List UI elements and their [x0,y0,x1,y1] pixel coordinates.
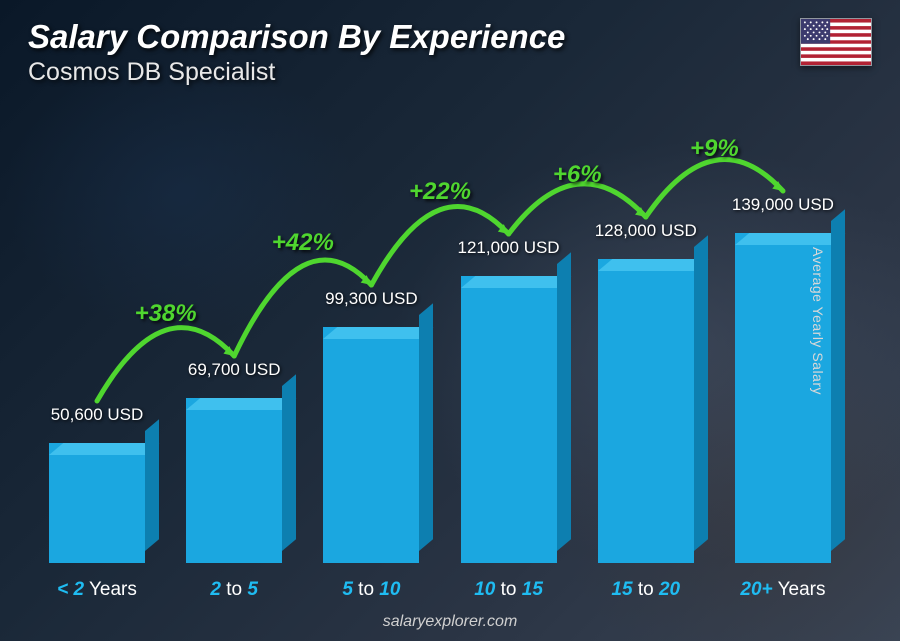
bar-value-label: 99,300 USD [325,289,418,309]
bar [186,398,282,563]
bar [598,259,694,563]
chart-subtitle: Cosmos DB Specialist [28,58,565,87]
title-block: Salary Comparison By Experience Cosmos D… [28,18,565,87]
us-flag-icon [800,18,872,66]
x-axis-label: 2 to 5 [175,579,293,601]
bar-slot: 69,700 USD [175,120,293,563]
chart-area: 50,600 USD 69,700 USD 99,300 USD 121,000 US… [38,120,842,563]
bar [323,327,419,563]
bar-value-label: 128,000 USD [595,221,697,241]
bar-value-label: 69,700 USD [188,360,281,380]
bar-slot: 128,000 USD [587,120,705,563]
x-axis-labels: < 2 Years 2 to 5 5 to 10 10 to 15 15 to 20 20… [38,579,842,601]
x-axis-label: 20+ Years [724,579,842,601]
bar [461,276,557,563]
x-axis-label: 15 to 20 [587,579,705,601]
bar-slot: 99,300 USD [312,120,430,563]
bar-value-label: 139,000 USD [732,195,834,215]
bar-slot: 121,000 USD [450,120,568,563]
chart-title: Salary Comparison By Experience [28,18,565,56]
bars-container: 50,600 USD 69,700 USD 99,300 USD 121,000 US… [38,120,842,563]
bar-value-label: 50,600 USD [51,405,144,425]
footer-credit: salaryexplorer.com [0,613,900,631]
bar-slot: 50,600 USD [38,120,156,563]
y-axis-label: Average Yearly Salary [810,247,826,395]
header: Salary Comparison By Experience Cosmos D… [28,18,872,87]
x-axis-label: < 2 Years [38,579,156,601]
bar-value-label: 121,000 USD [458,238,560,258]
x-axis-label: 10 to 15 [450,579,568,601]
bar [49,443,145,563]
x-axis-label: 5 to 10 [312,579,430,601]
